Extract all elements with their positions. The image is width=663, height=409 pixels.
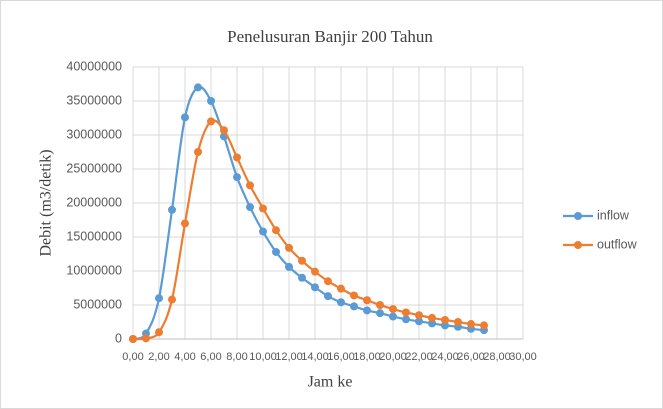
y-tick-label: 35000000: [66, 93, 122, 107]
x-tick-label: 14,00: [301, 351, 329, 363]
data-point: [415, 311, 423, 320]
data-point: [155, 328, 163, 337]
data-point: [168, 295, 176, 304]
x-tick-label: 16,00: [327, 351, 355, 363]
x-tick-label: 0,00: [122, 351, 143, 363]
data-point: [285, 262, 293, 271]
data-point: [428, 313, 436, 322]
legend-label: inflow: [597, 208, 630, 222]
y-tick-label: 0: [115, 331, 122, 345]
data-point: [272, 247, 280, 256]
data-point: [337, 298, 345, 307]
data-point: [376, 309, 384, 318]
legend-label: outflow: [597, 237, 638, 251]
data-point: [363, 306, 371, 315]
x-tick-label: 4,00: [174, 351, 195, 363]
data-point: [324, 277, 332, 286]
data-point: [298, 273, 306, 282]
x-tick-label: 26,00: [457, 351, 485, 363]
data-point: [480, 321, 488, 330]
data-point: [311, 283, 319, 292]
data-point: [259, 227, 267, 236]
data-point: [441, 315, 449, 324]
data-point: [376, 301, 384, 309]
legend-marker: [574, 212, 582, 220]
data-point: [363, 296, 371, 305]
series-line: [132, 85, 485, 341]
data-point: [467, 320, 475, 329]
y-tick-label: 10000000: [66, 263, 122, 277]
data-point: [272, 226, 280, 235]
x-tick-label: 6,00: [200, 351, 221, 363]
x-tick-label: 2,00: [148, 351, 169, 363]
y-tick-label: 20000000: [66, 195, 122, 209]
y-tick-label: 30000000: [66, 127, 122, 141]
x-tick-label: 20,00: [379, 351, 407, 363]
data-point: [415, 317, 423, 326]
y-tick-label: 40000000: [66, 59, 122, 73]
y-tick-label: 25000000: [66, 161, 122, 175]
y-axis-title: Debit (m3/detik): [38, 149, 55, 256]
data-point: [220, 126, 228, 135]
data-point: [389, 305, 397, 314]
x-tick-label: 18,00: [353, 351, 381, 363]
data-point: [194, 83, 202, 92]
legend-marker: [574, 241, 582, 249]
y-tick-label: 5000000: [73, 297, 122, 311]
x-tick-label: 22,00: [405, 351, 433, 363]
y-tick-label: 15000000: [66, 229, 122, 243]
data-point: [402, 308, 410, 317]
data-point: [233, 153, 241, 162]
data-point: [402, 315, 410, 324]
data-point: [233, 173, 241, 182]
data-point: [454, 318, 462, 326]
chart-title: Penelusuran Banjir 200 Tahun: [227, 27, 433, 46]
x-tick-label: 10,00: [249, 351, 277, 363]
data-point: [324, 292, 332, 301]
data-point: [181, 113, 189, 122]
x-tick-label: 12,00: [275, 351, 303, 363]
data-point: [207, 117, 215, 126]
data-point: [350, 291, 358, 300]
data-point: [168, 205, 176, 214]
data-point: [207, 97, 215, 105]
x-tick-label: 8,00: [226, 351, 247, 363]
data-point: [181, 219, 189, 228]
data-point: [259, 204, 267, 213]
data-point: [337, 284, 345, 293]
data-point: [285, 243, 293, 252]
series-line: [132, 119, 485, 341]
data-point: [194, 148, 202, 156]
x-tick-label: 28,00: [483, 351, 511, 363]
data-point: [155, 294, 163, 303]
data-point: [129, 335, 137, 343]
data-point: [350, 302, 358, 311]
data-point: [246, 181, 254, 190]
data-point: [246, 203, 254, 212]
data-point: [298, 256, 306, 265]
data-point: [389, 312, 397, 321]
x-axis-title: Jam ke: [308, 374, 353, 391]
data-point: [142, 334, 150, 343]
x-tick-label: 30,00: [509, 351, 537, 363]
x-tick-label: 24,00: [431, 351, 459, 363]
data-point: [311, 267, 319, 276]
